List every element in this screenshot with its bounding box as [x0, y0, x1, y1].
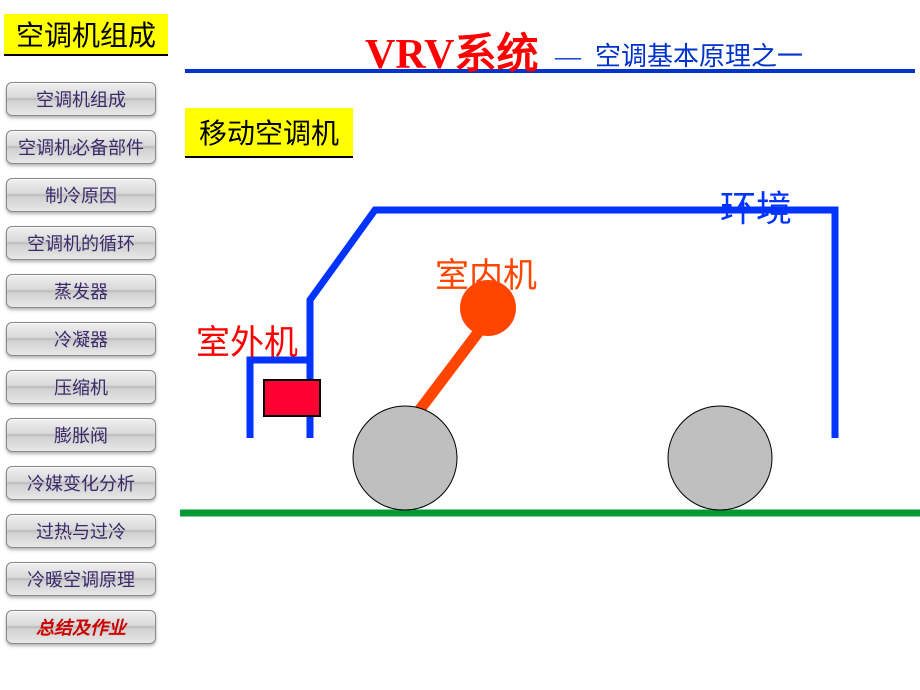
- sidebar-item-0[interactable]: 空调机组成: [6, 82, 156, 116]
- indoor-arm: [412, 330, 480, 420]
- sidebar-item-5[interactable]: 冷凝器: [6, 322, 156, 356]
- label-env: 环境: [720, 180, 792, 232]
- sidebar-item-6[interactable]: 压缩机: [6, 370, 156, 404]
- sidebar-item-label: 空调机必备部件: [18, 134, 144, 160]
- vehicle-body: [250, 210, 835, 438]
- sidebar-item-8[interactable]: 冷媒变化分析: [6, 466, 156, 500]
- sidebar-item-label: 总结及作业: [36, 614, 126, 640]
- wheel-right: [668, 406, 772, 510]
- sidebar-item-label: 制冷原因: [45, 182, 117, 208]
- vehicle-diagram: 室外机 室内机 环境: [180, 100, 920, 660]
- sidebar-item-11[interactable]: 总结及作业: [6, 610, 156, 644]
- sidebar-item-9[interactable]: 过热与过冷: [6, 514, 156, 548]
- sidebar-item-2[interactable]: 制冷原因: [6, 178, 156, 212]
- sidebar-item-label: 空调机组成: [36, 86, 126, 112]
- sidebar-item-label: 膨胀阀: [54, 422, 108, 448]
- label-indoor: 室内机: [435, 248, 537, 297]
- page-header: 空调机组成: [4, 14, 168, 56]
- sidebar-item-3[interactable]: 空调机的循环: [6, 226, 156, 260]
- label-outdoor: 室外机: [196, 315, 298, 364]
- sidebar: 空调机组成空调机必备部件制冷原因空调机的循环蒸发器冷凝器压缩机膨胀阀冷媒变化分析…: [6, 82, 166, 658]
- diagram-svg: [180, 100, 920, 660]
- sidebar-item-label: 冷凝器: [54, 326, 108, 352]
- outdoor-unit: [264, 380, 320, 416]
- sidebar-item-label: 冷暖空调原理: [27, 566, 135, 592]
- sidebar-item-label: 过热与过冷: [36, 518, 126, 544]
- sidebar-item-label: 压缩机: [54, 374, 108, 400]
- sidebar-item-label: 蒸发器: [54, 278, 108, 304]
- wheel-left: [353, 406, 457, 510]
- sidebar-item-4[interactable]: 蒸发器: [6, 274, 156, 308]
- sidebar-item-label: 冷媒变化分析: [27, 470, 135, 496]
- title-dash: —: [555, 42, 581, 72]
- sidebar-item-label: 空调机的循环: [27, 230, 135, 256]
- title-main: VRV系统: [365, 20, 539, 81]
- sidebar-item-7[interactable]: 膨胀阀: [6, 418, 156, 452]
- header-title: 空调机组成: [16, 14, 156, 54]
- title-bar: VRV系统 — 空调基本原理之一: [185, 18, 915, 73]
- sidebar-item-1[interactable]: 空调机必备部件: [6, 130, 156, 164]
- title-sub: 空调基本原理之一: [595, 36, 803, 73]
- sidebar-item-10[interactable]: 冷暖空调原理: [6, 562, 156, 596]
